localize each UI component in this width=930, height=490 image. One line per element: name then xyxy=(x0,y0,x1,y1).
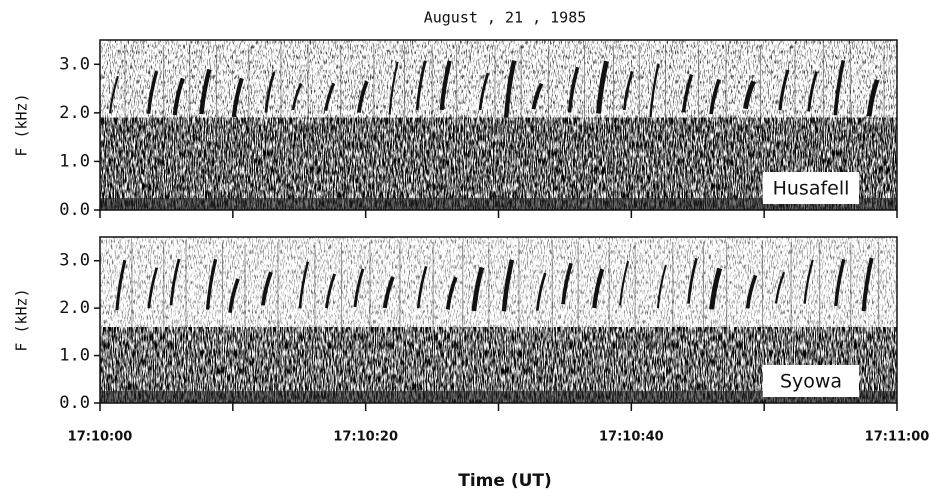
y-tick-label: 2.0 xyxy=(59,298,90,318)
whistler xyxy=(478,72,490,111)
whistler xyxy=(439,60,452,111)
whistler xyxy=(535,272,547,311)
y-axis-label: F (kHz) xyxy=(13,93,31,156)
y-axis-label: F (kHz) xyxy=(13,288,31,351)
whistler xyxy=(681,74,694,113)
station-box xyxy=(763,365,859,397)
whistler xyxy=(415,60,427,110)
whistler xyxy=(807,71,819,112)
x-tick-label: 17:10:40 xyxy=(599,430,664,445)
whistler xyxy=(834,258,846,307)
whistler xyxy=(382,276,395,309)
whistler xyxy=(324,82,336,112)
whistler xyxy=(228,278,240,313)
whistler xyxy=(108,75,120,114)
whistler xyxy=(687,258,698,304)
whistler xyxy=(291,82,303,111)
whistler xyxy=(199,68,212,115)
whistler xyxy=(803,259,814,304)
whistler xyxy=(146,70,159,114)
whistler xyxy=(264,71,276,113)
whistler xyxy=(778,69,790,111)
whistler xyxy=(709,267,723,310)
whistler xyxy=(833,59,846,116)
whistler xyxy=(325,273,336,309)
y-tick-label: 3.0 xyxy=(59,251,90,271)
whistler xyxy=(501,259,515,312)
whistler xyxy=(445,276,458,310)
station-label: Syowa xyxy=(780,371,842,393)
whistler xyxy=(388,61,399,115)
whistler xyxy=(231,77,244,118)
chart-title: August , 21 , 1985 xyxy=(424,9,587,27)
whistler xyxy=(205,258,218,310)
y-tick-label: 0.0 xyxy=(59,393,90,413)
x-tick-label: 17:11:00 xyxy=(865,430,930,445)
whistler xyxy=(866,79,880,117)
y-tick-label: 0.0 xyxy=(59,200,90,220)
whistler xyxy=(774,271,786,304)
station-label: Husafell xyxy=(773,178,850,200)
whistler xyxy=(861,257,874,312)
y-tick-label: 1.0 xyxy=(59,346,90,366)
x-tick-label: 17:10:00 xyxy=(68,430,133,445)
whistler xyxy=(649,63,660,118)
x-axis-label: Time (UT) xyxy=(458,471,552,490)
whistler xyxy=(261,271,273,306)
whistler xyxy=(353,268,365,308)
station-box xyxy=(763,172,859,204)
whistler xyxy=(172,77,185,116)
spectrogram-floor xyxy=(100,198,897,210)
whistler xyxy=(416,266,428,309)
spectrogram-floor xyxy=(100,391,897,403)
whistler xyxy=(471,266,485,312)
whistler xyxy=(298,261,310,309)
whistler xyxy=(743,80,756,110)
y-tick-label: 1.0 xyxy=(59,151,90,171)
whistler xyxy=(561,262,573,305)
whistler xyxy=(356,80,369,113)
y-tick-label: 2.0 xyxy=(59,103,90,123)
whistler xyxy=(709,78,721,115)
whistler xyxy=(531,82,544,110)
whistler xyxy=(115,259,127,311)
whistler xyxy=(619,260,630,306)
whistler xyxy=(596,60,609,114)
x-tick-label: 17:10:20 xyxy=(333,430,398,445)
whistler xyxy=(745,274,758,309)
whistler xyxy=(147,267,159,309)
whistler xyxy=(622,70,634,110)
whistler xyxy=(169,258,181,306)
whistler xyxy=(567,66,580,113)
y-tick-label: 3.0 xyxy=(59,54,90,74)
whistler xyxy=(656,264,667,309)
whistler xyxy=(592,268,605,309)
whistler xyxy=(503,60,517,118)
